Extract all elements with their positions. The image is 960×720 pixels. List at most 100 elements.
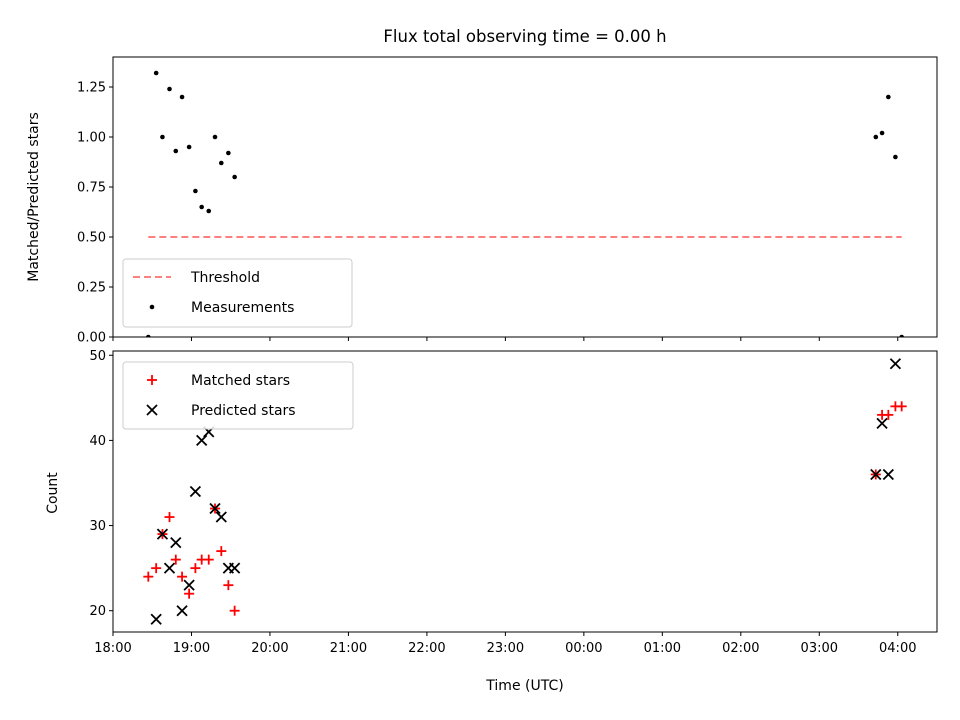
matched-star-marker <box>190 563 201 574</box>
predicted-star-marker <box>150 613 162 625</box>
predicted-marker-b <box>889 358 902 370</box>
x-tick-label: 00:00 <box>565 641 602 656</box>
matched-star-marker <box>216 546 227 557</box>
chart-title: Flux total observing time = 0.00 h <box>383 27 666 46</box>
x-tick-label: 02:00 <box>722 641 759 656</box>
predicted-star-marker <box>229 562 241 574</box>
measurement-point <box>226 150 231 156</box>
predicted-star-marker <box>183 579 195 591</box>
matched-star-marker <box>203 554 214 565</box>
x-tick-label: 20:00 <box>251 641 288 656</box>
predicted-star-marker <box>215 511 227 523</box>
matched-star-marker <box>143 571 154 582</box>
measurement-point <box>167 86 172 92</box>
predicted-marker-b <box>170 536 182 549</box>
x-tick-label: 03:00 <box>801 641 838 656</box>
legend-threshold-label: Threshold <box>190 270 260 286</box>
predicted-marker-b <box>229 562 241 574</box>
y-tick-label: 0.75 <box>77 181 106 196</box>
y-tick-label: 30 <box>89 519 106 534</box>
y-tick-label: 50 <box>89 349 106 364</box>
top-y-axis-label: Matched/Predicted stars <box>26 112 42 282</box>
measurement-point <box>146 334 151 337</box>
x-tick-label: 04:00 <box>879 641 916 656</box>
measurement-point <box>886 94 891 100</box>
bottom-y-axis-label: Count <box>45 472 61 514</box>
x-tick-label: 21:00 <box>330 641 367 656</box>
predicted-marker-b <box>196 434 208 447</box>
predicted-marker-b <box>870 468 882 481</box>
matched-star-marker <box>177 571 188 582</box>
legend-measurement-swatch <box>149 304 155 310</box>
x-tick-label: 19:00 <box>173 641 210 656</box>
measurement-point <box>212 134 218 140</box>
legend-predicted-swatch-b <box>146 404 158 416</box>
legend-matched-label: Matched stars <box>191 373 290 389</box>
predicted-marker-b <box>189 485 202 498</box>
y-tick-label: 40 <box>89 434 106 449</box>
x-tick-label: 23:00 <box>487 641 524 656</box>
measurement-point <box>206 208 212 214</box>
predicted-marker-b <box>163 562 176 574</box>
matched-star-marker <box>883 409 894 420</box>
y-tick-label: 20 <box>89 604 106 619</box>
matched-star-marker <box>896 401 907 412</box>
measurement-point <box>232 174 237 180</box>
measurement-point <box>193 188 198 194</box>
panel-frame <box>112 56 938 338</box>
matched-star-marker <box>229 605 240 616</box>
panel-frame <box>112 350 938 633</box>
matched-star-marker <box>223 580 234 591</box>
predicted-star-marker <box>882 468 894 481</box>
predicted-star-marker <box>189 485 202 498</box>
count-panel: Count Time (UTC) 20 30 40 50 18:00 19:00 20:00… <box>45 349 938 694</box>
legend-box <box>122 258 353 328</box>
legend-box <box>122 361 354 430</box>
x-axis-label: Time (UTC) <box>485 678 563 694</box>
legend: Matched stars Predicted stars <box>122 361 354 430</box>
legend-predicted-label: Predicted stars <box>191 403 296 419</box>
predicted-marker-b <box>876 417 888 430</box>
x-tick-label: 22:00 <box>408 641 445 656</box>
predicted-marker-b <box>150 613 162 625</box>
y-tick-label: 0.25 <box>77 281 106 296</box>
y-tick-label: 1.00 <box>77 131 106 146</box>
measurement-point <box>160 134 165 140</box>
predicted-marker-b <box>183 579 195 591</box>
predicted-marker-b <box>156 528 169 540</box>
x-tick-label: 18:00 <box>94 641 131 656</box>
panel-data-layer <box>146 70 904 337</box>
legend: Threshold Measurements <box>122 258 353 328</box>
measurement-point <box>173 148 179 154</box>
matched-star-marker <box>184 588 195 599</box>
predicted-marker-b <box>215 511 227 523</box>
predicted-star-marker <box>196 434 208 447</box>
y-tick-label: 1.25 <box>77 81 106 96</box>
y-tick-label: 0.00 <box>77 331 106 346</box>
measurement-point <box>873 134 879 140</box>
measurement-point <box>186 144 192 150</box>
matched-star-marker <box>151 563 162 574</box>
measurement-point <box>899 334 904 337</box>
x-tick-label: 01:00 <box>644 641 681 656</box>
y-tick-label: 0.50 <box>77 231 106 246</box>
ratio-panel: Matched/Predicted stars 0.00 0.25 0.50 0.75… <box>26 56 938 346</box>
measurement-point <box>199 204 204 210</box>
matched-star-marker <box>170 554 181 565</box>
measurement-point <box>179 94 185 100</box>
predicted-star-marker <box>889 358 902 370</box>
predicted-marker-b <box>176 605 188 617</box>
measurement-point <box>893 154 898 160</box>
panel-data-layer <box>143 358 907 625</box>
predicted-marker-b <box>882 468 894 481</box>
predicted-star-marker <box>209 502 221 515</box>
predicted-marker-b <box>209 502 221 515</box>
measurement-point <box>218 160 224 166</box>
predicted-star-marker <box>870 468 882 481</box>
predicted-star-marker <box>176 605 188 617</box>
measurement-point <box>153 70 159 76</box>
predicted-star-marker <box>876 417 888 430</box>
matched-star-marker <box>164 512 175 523</box>
